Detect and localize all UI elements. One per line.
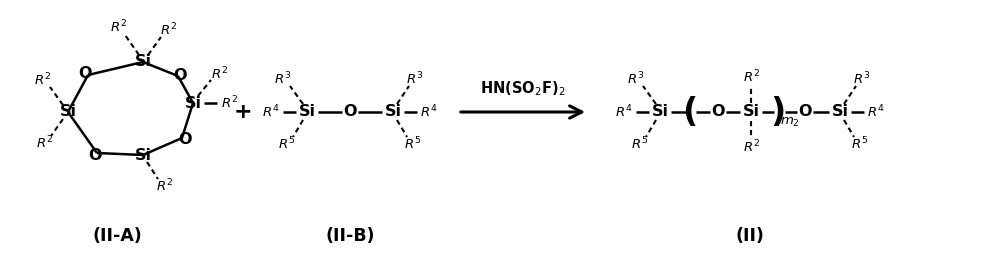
Text: $R^4$: $R^4$ [262,104,280,120]
Text: Si: Si [134,54,152,69]
Text: Si: Si [134,147,152,162]
Text: $R^3$: $R^3$ [406,71,424,87]
Text: (: ( [682,95,698,128]
Text: $R^3$: $R^3$ [274,71,292,87]
Text: (II-B): (II-B) [325,227,375,245]
Text: $R^3$: $R^3$ [853,71,871,87]
Text: $R^2$: $R^2$ [221,95,237,111]
Text: $R^2$: $R^2$ [110,19,126,35]
Text: Si: Si [384,105,402,120]
Text: Si: Si [832,105,848,120]
Text: $m_2$: $m_2$ [780,116,800,129]
Text: $R^2$: $R^2$ [156,178,172,194]
Text: $R^2$: $R^2$ [743,69,759,85]
Text: $R^2$: $R^2$ [743,139,759,155]
Text: $R^4$: $R^4$ [420,104,438,120]
Text: $R^2$: $R^2$ [36,135,52,151]
Text: O: O [711,105,725,120]
Text: O: O [78,66,92,81]
Text: $R^5$: $R^5$ [278,136,296,152]
Text: O: O [343,105,357,120]
Text: $R^5$: $R^5$ [851,136,869,152]
Text: Si: Si [652,105,668,120]
Text: $R^2$: $R^2$ [34,72,50,88]
Text: Si: Si [298,105,316,120]
Text: Si: Si [60,105,76,120]
Text: $R^5$: $R^5$ [631,136,649,152]
Text: $R^4$: $R^4$ [867,104,885,120]
Text: +: + [234,102,252,122]
Text: $R^2$: $R^2$ [211,66,227,82]
Text: (II): (II) [736,227,764,245]
Text: O: O [798,105,812,120]
Text: Si: Si [184,95,202,110]
Text: $R^2$: $R^2$ [160,22,176,38]
Text: Si: Si [742,105,760,120]
Text: $R^4$: $R^4$ [615,104,633,120]
Text: $R^3$: $R^3$ [627,71,645,87]
Text: O: O [173,68,187,83]
Text: $R^5$: $R^5$ [404,136,422,152]
Text: ): ) [770,95,786,128]
Text: HN(SO$_2$F)$_2$: HN(SO$_2$F)$_2$ [480,80,566,98]
Text: (II-A): (II-A) [92,227,142,245]
Text: O: O [88,147,102,162]
Text: O: O [178,132,192,147]
